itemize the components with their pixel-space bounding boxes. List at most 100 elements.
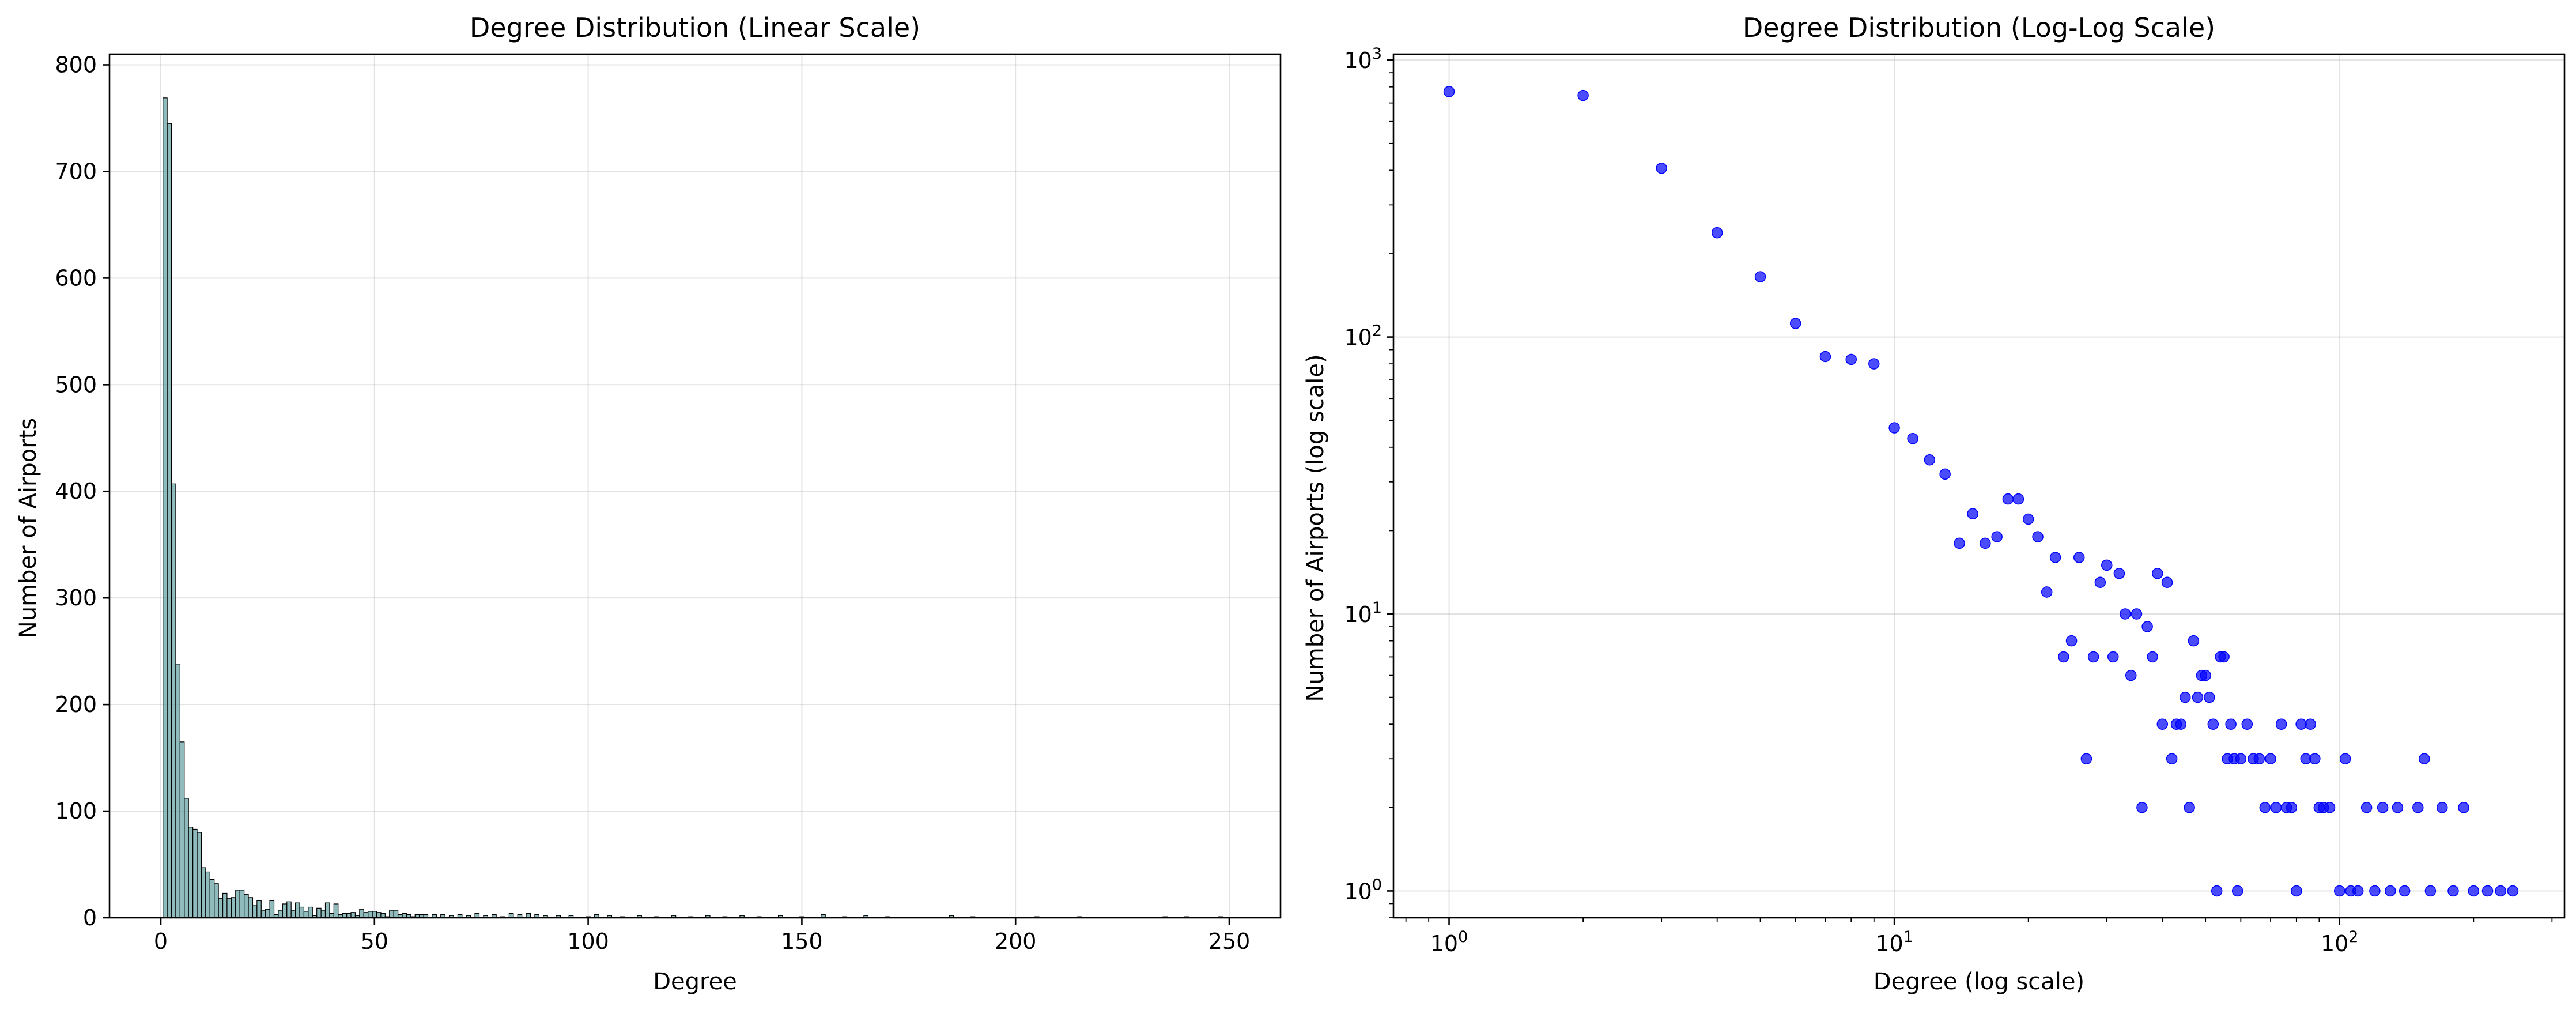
histogram-bar: [290, 910, 296, 918]
histogram-bar: [179, 741, 185, 918]
scatter-point: [2339, 753, 2351, 764]
histogram-bar: [171, 483, 176, 918]
histogram-bar: [363, 912, 369, 918]
scatter-point: [2399, 885, 2411, 897]
scatter-point: [2058, 651, 2069, 663]
scatter-point: [1888, 422, 1900, 434]
scatter-point: [2265, 753, 2276, 764]
scatter-point: [2012, 493, 2024, 505]
scatter-point: [2412, 802, 2424, 813]
linear-chart-frame: [108, 53, 1282, 919]
linear-chart-bars: [163, 97, 1223, 918]
scatter-point: [1754, 271, 1766, 282]
scatter-point: [1711, 227, 1723, 239]
scatter-point: [2507, 885, 2519, 897]
x-tick-label: 100: [567, 929, 609, 954]
scatter-point: [2275, 718, 2287, 730]
scatter-point: [2131, 608, 2143, 620]
histogram-bar: [350, 912, 356, 918]
histogram-bar: [218, 898, 224, 918]
linear-chart: Degree Distribution (Linear Scale) Degre…: [15, 12, 1282, 995]
scatter-point: [2360, 802, 2373, 813]
scatter-point: [2259, 802, 2271, 813]
histogram-bar: [205, 871, 210, 918]
linear-chart-grid: [109, 54, 1281, 918]
loglog-chart: Degree Distribution (Log-Log Scale) Degr…: [1302, 12, 2566, 995]
histogram-bar: [308, 906, 313, 918]
scatter-point: [1819, 351, 1831, 363]
scatter-point: [2073, 552, 2085, 563]
scatter-point: [2286, 802, 2298, 813]
histogram-bar: [192, 828, 198, 918]
scatter-point: [2333, 885, 2345, 897]
histogram-bar: [372, 911, 377, 918]
loglog-chart-points: [1443, 86, 2519, 897]
scatter-point: [2270, 802, 2282, 813]
histogram-bar: [265, 909, 270, 918]
histogram-bar: [269, 900, 275, 918]
scatter-point: [1907, 432, 1918, 444]
scatter-point: [2094, 576, 2106, 589]
loglog-chart-grid: [1393, 54, 2564, 918]
scatter-point: [2147, 651, 2158, 663]
loglog-chart-xlabel: Degree (log scale): [1874, 968, 2084, 995]
histogram-bar: [184, 798, 189, 918]
y-tick-label: 102: [1344, 322, 1382, 351]
histogram-bar: [235, 890, 240, 918]
scatter-point: [2204, 691, 2215, 703]
scatter-point: [2241, 718, 2253, 730]
scatter-point: [2200, 669, 2211, 681]
x-tick-label: 0: [154, 929, 168, 954]
y-tick-label: 700: [55, 159, 97, 184]
scatter-point: [1991, 531, 2003, 542]
scatter-point: [1980, 537, 1991, 549]
linear-chart-ylabel: Number of Airports: [15, 418, 41, 638]
loglog-chart-frame: [1392, 53, 2566, 919]
scatter-point: [2065, 635, 2078, 647]
y-tick-label: 100: [1344, 876, 1382, 904]
histogram-bar: [278, 910, 283, 918]
scatter-point: [2225, 718, 2237, 730]
scatter-point: [2161, 576, 2173, 589]
histogram-bar: [163, 97, 168, 918]
histogram-bar: [324, 902, 330, 918]
scatter-point: [2253, 753, 2265, 764]
scatter-point: [2032, 531, 2044, 542]
scatter-point: [2107, 651, 2119, 663]
histogram-bar: [175, 664, 180, 918]
histogram-bar: [201, 867, 206, 918]
scatter-point: [2136, 802, 2148, 813]
histogram-bar: [222, 892, 228, 918]
scatter-point: [2495, 885, 2506, 897]
scatter-point: [2041, 586, 2053, 598]
histogram-bar: [368, 911, 373, 918]
histogram-bar: [260, 910, 266, 918]
scatter-point: [2324, 802, 2336, 813]
scatter-point: [1967, 508, 1978, 519]
scatter-point: [1845, 353, 1857, 365]
scatter-point: [1789, 318, 1801, 329]
scatter-point: [2392, 802, 2404, 813]
x-tick-label: 102: [2321, 928, 2359, 956]
y-tick-label: 800: [55, 52, 97, 77]
scatter-point: [2119, 608, 2131, 620]
linear-chart-xlabel: Degree: [653, 968, 737, 995]
scatter-point: [1954, 537, 1965, 549]
scatter-point: [1577, 89, 1589, 101]
linear-chart-ticks: 0 50 100 150 200 250 0 100 200 300 400 500 600 700 800: [55, 52, 1250, 954]
scatter-point: [2385, 885, 2396, 897]
scatter-point: [2125, 669, 2137, 681]
histogram-bar: [209, 879, 215, 918]
x-tick-label: 150: [781, 929, 823, 954]
scatter-point: [2049, 552, 2061, 563]
scatter-point: [2231, 885, 2243, 897]
x-tick-label: 200: [995, 929, 1037, 954]
scatter-point: [2022, 513, 2034, 525]
scatter-point: [2192, 691, 2204, 703]
scatter-point: [2468, 885, 2480, 897]
histogram-bar: [316, 907, 322, 918]
histogram-bar: [214, 883, 219, 918]
scatter-point: [2369, 885, 2381, 897]
y-tick-label: 0: [83, 905, 97, 930]
scatter-point: [2235, 753, 2247, 764]
